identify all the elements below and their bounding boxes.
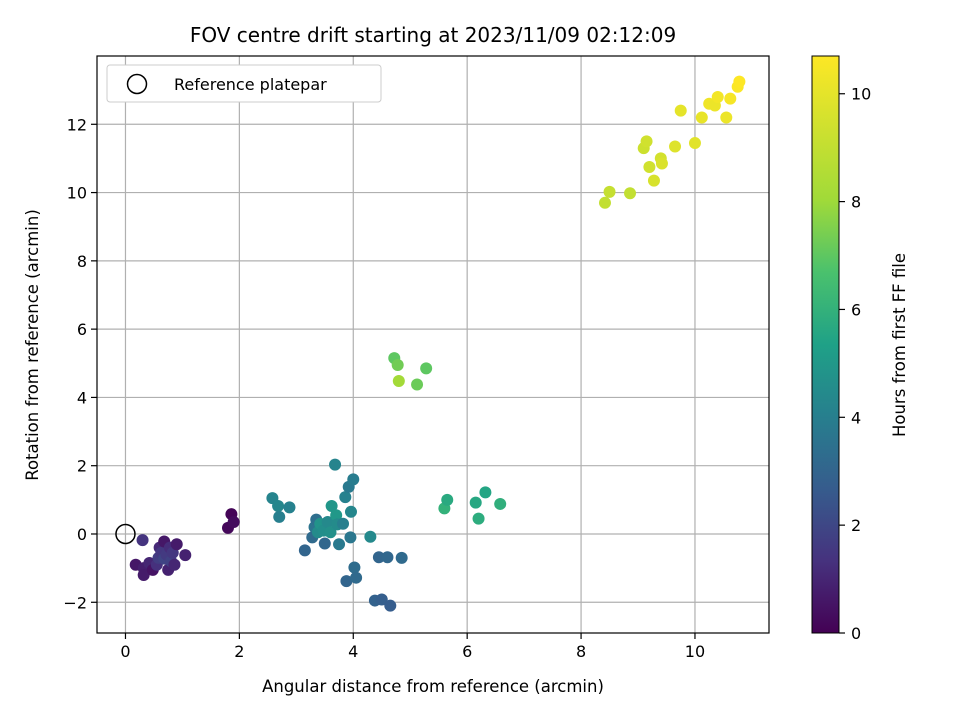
data-point (494, 497, 507, 510)
data-point (598, 196, 611, 209)
data-point (348, 561, 361, 574)
y-tick-label: 4 (77, 388, 87, 407)
colorbar-label: Hours from first FF file (890, 253, 909, 437)
data-point (137, 568, 150, 581)
data-point (283, 501, 296, 514)
data-point (375, 593, 388, 606)
data-point (647, 174, 660, 187)
y-tick-label: −2 (63, 593, 87, 612)
data-point (329, 458, 342, 471)
data-point (170, 538, 183, 551)
data-point (469, 496, 482, 509)
x-tick-label: 6 (462, 642, 472, 661)
x-tick-label: 2 (234, 642, 244, 661)
legend-box (106, 64, 382, 103)
y-axis-ticks: −2 0 2 4 6 8 10 12 (63, 115, 97, 612)
y-tick-label: 2 (77, 457, 87, 476)
data-point (344, 505, 357, 518)
data-point (643, 160, 656, 173)
data-point (344, 531, 357, 544)
y-tick-label: 8 (77, 252, 87, 271)
data-point (420, 362, 433, 375)
y-tick-label: 6 (77, 320, 87, 339)
data-point (168, 558, 181, 571)
legend: Reference platepar (106, 64, 382, 103)
data-point (669, 140, 682, 153)
chart-title: FOV centre drift starting at 2023/11/09 … (190, 23, 676, 47)
data-point (340, 575, 353, 588)
data-point (724, 92, 737, 105)
data-point (640, 135, 653, 148)
data-point (695, 111, 708, 124)
y-axis-label: Rotation from reference (arcmin) (23, 209, 42, 481)
data-point (330, 509, 343, 522)
x-axis-ticks: 0 2 4 6 8 10 (120, 633, 705, 661)
data-points (129, 75, 746, 612)
y-tick-label: 10 (67, 184, 87, 203)
data-point (337, 517, 350, 530)
y-tick-label: 12 (67, 115, 87, 134)
data-point (318, 537, 331, 550)
x-tick-label: 8 (576, 642, 586, 661)
colorbar-tick-label: 6 (851, 300, 861, 319)
data-point (384, 599, 397, 612)
plot-frame (96, 55, 770, 634)
data-point (411, 378, 424, 391)
data-point (227, 516, 240, 529)
data-point (321, 516, 334, 529)
data-point (392, 375, 405, 388)
x-tick-label: 4 (348, 642, 358, 661)
colorbar: 0 2 4 6 8 10 Hours from first FF file (811, 55, 909, 643)
data-point (674, 104, 687, 117)
data-point (711, 90, 724, 103)
data-point (479, 486, 492, 499)
x-tick-label: 10 (685, 642, 705, 661)
data-point (395, 551, 408, 564)
colorbar-tick-label: 0 (851, 624, 861, 643)
data-point (272, 499, 285, 512)
colorbar-gradient (811, 55, 840, 634)
reference-platepar-marker (115, 523, 136, 545)
data-point (364, 530, 377, 543)
data-point (179, 549, 192, 562)
legend-label: Reference platepar (174, 75, 327, 94)
data-point (325, 499, 338, 512)
legend-marker-icon (126, 73, 148, 95)
x-axis-label: Angular distance from reference (arcmin) (262, 677, 604, 696)
data-point (324, 526, 337, 539)
data-point (298, 544, 311, 557)
colorbar-tick-label: 8 (851, 193, 861, 212)
colorbar-tick-label: 2 (851, 516, 861, 535)
data-point (136, 534, 149, 547)
data-point (372, 551, 385, 564)
data-point (391, 358, 404, 371)
data-point (350, 571, 363, 584)
data-point (381, 551, 394, 564)
data-point (347, 473, 360, 486)
data-point (603, 185, 616, 198)
colorbar-tick-label: 4 (851, 408, 861, 427)
data-point (472, 512, 485, 525)
x-tick-label: 0 (120, 642, 130, 661)
y-tick-label: 0 (77, 525, 87, 544)
data-point (655, 157, 668, 170)
grid-lines (97, 56, 769, 633)
colorbar-ticks: 0 2 4 6 8 10 (839, 85, 871, 643)
data-point (688, 137, 701, 150)
data-point (273, 510, 286, 523)
data-point (733, 75, 746, 88)
data-point (720, 111, 733, 124)
colorbar-tick-label: 10 (851, 85, 871, 104)
data-point (624, 187, 637, 200)
data-point (441, 493, 454, 506)
data-point (333, 538, 346, 551)
data-point (339, 491, 352, 504)
